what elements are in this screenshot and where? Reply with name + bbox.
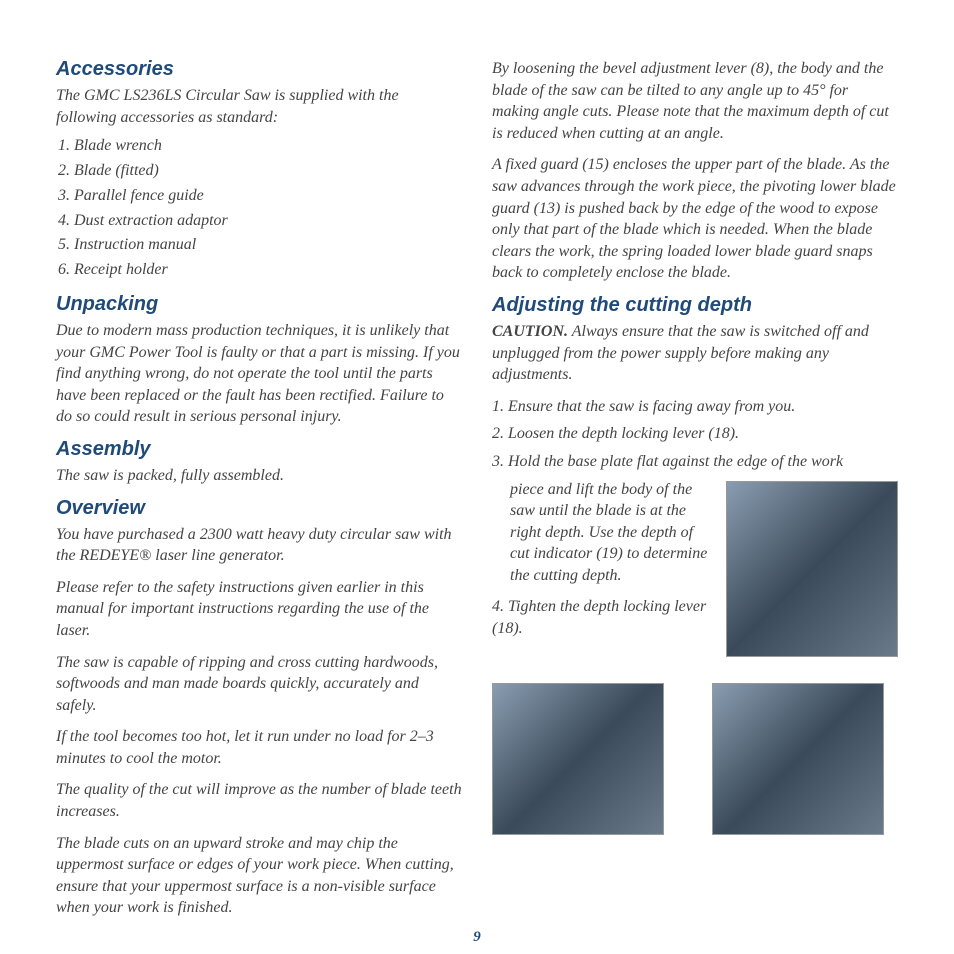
page-number: 9 bbox=[473, 929, 481, 946]
overview-cont-p2: A fixed guard (15) encloses the upper pa… bbox=[492, 154, 898, 284]
overview-heading: Overview bbox=[56, 497, 462, 520]
depth-scale-photo bbox=[712, 683, 884, 835]
overview-p5: The quality of the cut will improve as t… bbox=[56, 779, 462, 822]
accessories-intro: The GMC LS236LS Circular Saw is supplied… bbox=[56, 85, 462, 128]
list-item: 3. Parallel fence guide bbox=[56, 184, 462, 209]
overview-p6: The blade cuts on an upward stroke and m… bbox=[56, 833, 462, 919]
overview-p3: The saw is capable of ripping and cross … bbox=[56, 652, 462, 717]
accessories-heading: Accessories bbox=[56, 58, 462, 81]
adjusting-step-1: 1. Ensure that the saw is facing away fr… bbox=[492, 396, 898, 418]
assembly-text: The saw is packed, fully assembled. bbox=[56, 465, 462, 487]
list-item: 1. Blade wrench bbox=[56, 134, 462, 159]
step3-wrap: piece and lift the body of the saw until… bbox=[492, 479, 898, 657]
saw-baseplate-photo bbox=[492, 683, 664, 835]
adjusting-step-2: 2. Loosen the depth locking lever (18). bbox=[492, 423, 898, 445]
unpacking-text: Due to modern mass production techniques… bbox=[56, 320, 462, 428]
list-item: 2. Blade (fitted) bbox=[56, 159, 462, 184]
bottom-image-row bbox=[492, 683, 898, 835]
list-item: 5. Instruction manual bbox=[56, 233, 462, 258]
unpacking-heading: Unpacking bbox=[56, 293, 462, 316]
right-column: By loosening the bevel adjustment lever … bbox=[492, 58, 898, 924]
depth-lever-photo bbox=[726, 481, 898, 657]
adjusting-step-3a: 3. Hold the base plate flat against the … bbox=[492, 451, 898, 473]
overview-cont-p1: By loosening the bevel adjustment lever … bbox=[492, 58, 898, 144]
overview-p1: You have purchased a 2300 watt heavy dut… bbox=[56, 524, 462, 567]
assembly-heading: Assembly bbox=[56, 438, 462, 461]
adjusting-heading: Adjusting the cutting depth bbox=[492, 294, 898, 317]
caution-label: CAUTION. bbox=[492, 323, 568, 340]
page-container: Accessories The GMC LS236LS Circular Saw… bbox=[56, 58, 898, 924]
accessories-list: 1. Blade wrench 2. Blade (fitted) 3. Par… bbox=[56, 134, 462, 283]
overview-p4: If the tool becomes too hot, let it run … bbox=[56, 726, 462, 769]
overview-p2: Please refer to the safety instructions … bbox=[56, 577, 462, 642]
left-column: Accessories The GMC LS236LS Circular Saw… bbox=[56, 58, 462, 924]
list-item: 6. Receipt holder bbox=[56, 258, 462, 283]
list-item: 4. Dust extraction adaptor bbox=[56, 209, 462, 234]
adjusting-caution: CAUTION. Always ensure that the saw is s… bbox=[492, 321, 898, 386]
